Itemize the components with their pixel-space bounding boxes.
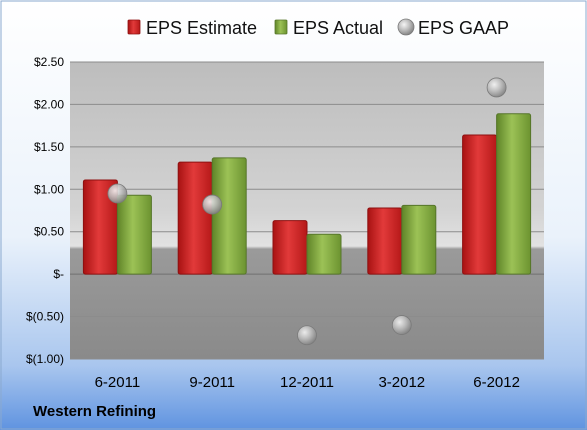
point-eps-gaap xyxy=(391,315,412,335)
bar-eps-actual xyxy=(306,233,342,275)
point-eps-gaap xyxy=(202,194,223,215)
company-name: Western Refining xyxy=(33,403,156,420)
x-tick-label: 9-2011 xyxy=(189,374,235,391)
y-tick-label: $- xyxy=(53,267,64,281)
y-tick-label: $1.00 xyxy=(34,182,64,196)
bar-eps-estimate xyxy=(272,220,308,275)
legend-label: EPS Estimate xyxy=(146,18,257,38)
legend: EPS Estimate EPS Actual EPS GAAP xyxy=(127,18,509,38)
x-axis-category-labels: 6-2011 9-2011 12-2011 3-2012 6-2012 xyxy=(95,374,520,391)
x-tick-label: 12-2011 xyxy=(280,374,334,391)
x-tick-label: 6-2012 xyxy=(473,374,520,391)
y-axis-tick-labels: $(1.00) $(0.50) $- $0.50 $1.00 $1.50 $2.00 $2.5… xyxy=(26,55,64,366)
bar-eps-actual xyxy=(401,204,437,275)
point-eps-gaap xyxy=(107,183,128,204)
y-tick-label: $(0.50) xyxy=(26,310,64,324)
legend-label: EPS Actual xyxy=(293,18,383,38)
bar-eps-estimate xyxy=(367,207,403,275)
y-tick-label: $2.50 xyxy=(34,55,64,69)
y-tick-label: $2.00 xyxy=(34,97,64,111)
legend-swatch-estimate xyxy=(127,19,141,35)
bar-eps-actual xyxy=(496,113,532,275)
point-eps-gaap xyxy=(297,325,317,346)
legend-swatch-gaap xyxy=(397,18,415,36)
bar-eps-estimate xyxy=(177,161,213,275)
bar-eps-actual xyxy=(211,157,247,275)
y-tick-label: $0.50 xyxy=(34,225,64,239)
y-tick-label: $1.50 xyxy=(34,140,64,154)
x-tick-label: 6-2011 xyxy=(95,374,141,391)
y-tick-label: $(1.00) xyxy=(26,352,64,366)
gaap-points xyxy=(107,77,507,346)
x-tick-label: 3-2012 xyxy=(378,374,425,391)
bars xyxy=(82,113,532,275)
legend-label: EPS GAAP xyxy=(418,18,509,38)
point-eps-gaap xyxy=(486,77,507,98)
legend-swatch-actual xyxy=(274,19,288,35)
bar-eps-actual xyxy=(116,194,152,275)
bar-eps-estimate xyxy=(462,134,498,275)
